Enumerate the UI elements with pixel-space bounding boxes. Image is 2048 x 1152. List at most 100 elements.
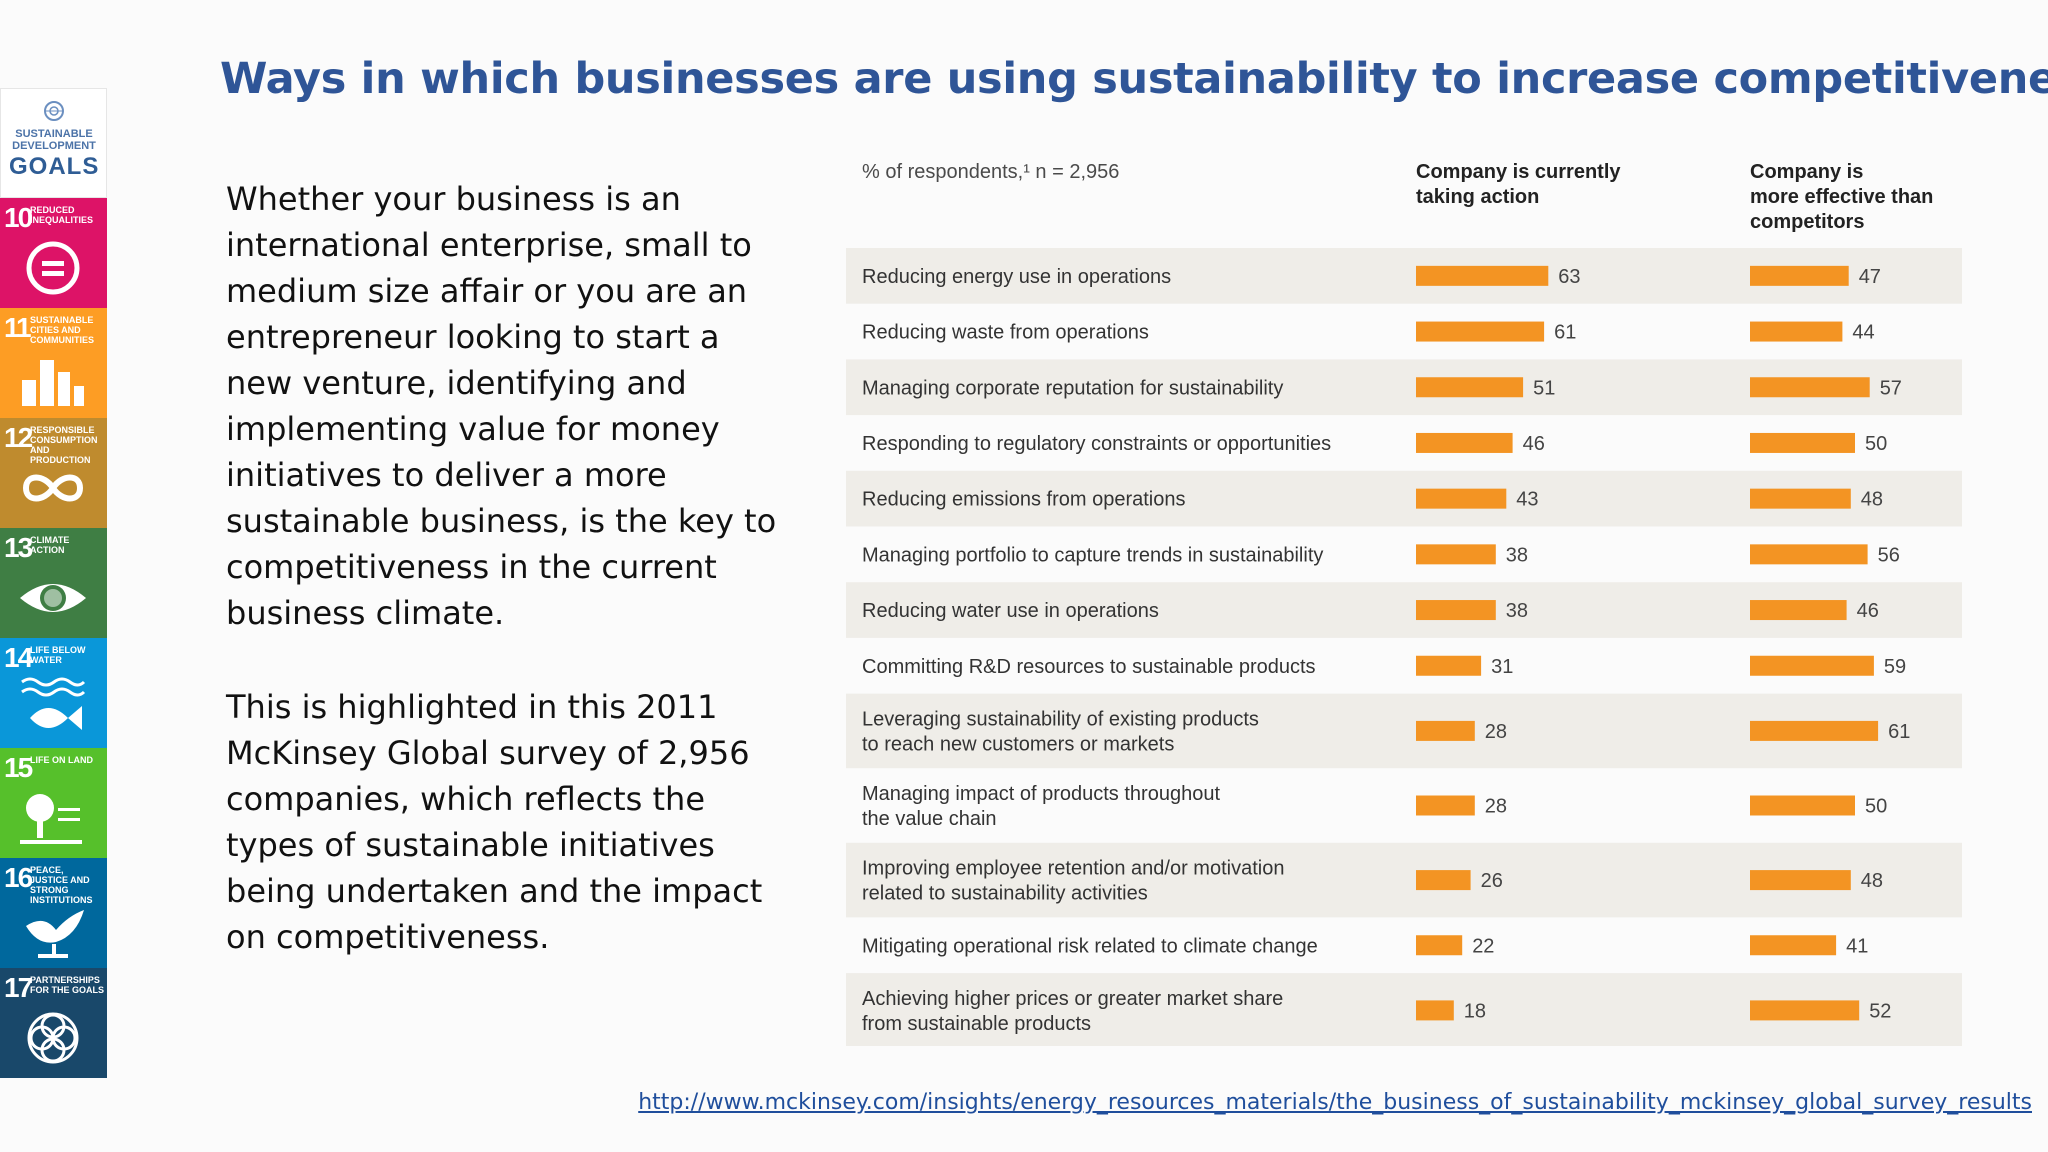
goal-number: 13 <box>4 532 33 563</box>
sdg-strip: SUSTAINABLE DEVELOPMENT GOALS 10 Reduced… <box>0 88 107 1078</box>
bar-value-label: 61 <box>1888 721 1910 743</box>
sdg-logo-line2: DEVELOPMENT <box>12 140 96 152</box>
bar-value-label: 22 <box>1472 935 1494 957</box>
chart-category-label: Managing impact of products throughout th… <box>862 783 1220 830</box>
equality-icon <box>26 241 80 295</box>
chart-header-left: % of respondents,¹ n = 2,956 <box>862 161 1119 183</box>
bar-value-label: 48 <box>1861 870 1883 892</box>
bar-value-label: 28 <box>1485 796 1507 818</box>
sdg-goal-12: 12 Responsible consumption and productio… <box>0 418 107 528</box>
chart-category-label: Reducing waste from operations <box>862 322 1149 344</box>
bar-taking-action <box>1416 544 1496 565</box>
bar-more-effective <box>1750 265 1849 286</box>
bar-value-label: 46 <box>1523 433 1545 455</box>
chart-category-label: Achieving higher prices or greater marke… <box>862 988 1283 1035</box>
chart-category-label: Reducing energy use in operations <box>862 266 1171 288</box>
sdg-goal-11: 11 Sustainable cities and communities <box>0 308 107 418</box>
bar-taking-action <box>1416 600 1496 621</box>
bar-value-label: 43 <box>1516 489 1538 511</box>
goal-number: 12 <box>4 422 33 453</box>
chart-category-label: Improving employee retention and/or moti… <box>862 858 1284 905</box>
chart-category-label: Responding to regulatory constraints or … <box>862 433 1331 455</box>
bar-more-effective <box>1750 544 1868 565</box>
goal-title: Sustainable cities and communities <box>30 315 94 345</box>
bar-value-label: 48 <box>1861 489 1883 511</box>
sdg-goal-17: 17 Partnerships for the goals <box>0 968 107 1078</box>
goal-title: Life on land <box>30 755 93 765</box>
chart-category-label: Reducing water use in operations <box>862 600 1159 622</box>
bar-more-effective <box>1750 1000 1860 1021</box>
tree-icon <box>20 794 82 844</box>
sdg-goal-10: 10 Reduced inequalities <box>0 198 107 308</box>
bar-value-label: 38 <box>1506 544 1528 566</box>
bar-more-effective <box>1750 795 1855 816</box>
intro-paragraph: Whether your business is an internationa… <box>226 180 777 632</box>
bar-value-label: 63 <box>1558 266 1580 288</box>
bar-value-label: 18 <box>1464 1000 1486 1022</box>
goal-title: Responsible consumption and production <box>30 425 98 465</box>
fish-icon <box>21 677 86 730</box>
bar-value-label: 41 <box>1846 935 1868 957</box>
bar-more-effective <box>1750 321 1843 342</box>
bar-value-label: 31 <box>1491 656 1513 678</box>
bar-value-label: 59 <box>1884 656 1906 678</box>
bar-taking-action <box>1416 321 1545 342</box>
infinity-icon <box>22 474 84 502</box>
bar-taking-action <box>1416 720 1475 741</box>
goal-title: Reduced inequalities <box>30 205 94 225</box>
bar-value-label: 44 <box>1852 322 1874 344</box>
bar-value-label: 38 <box>1506 600 1528 622</box>
goal-title: Climate action <box>30 535 70 555</box>
series-header-more-effective: Company is more effective than competitors <box>1750 161 1933 233</box>
goal-title: Peace, justice and strong institutions <box>30 865 93 905</box>
sdg-logo-line3: GOALS <box>9 153 100 180</box>
bar-value-label: 50 <box>1865 796 1887 818</box>
dove-icon <box>26 910 84 958</box>
bar-value-label: 26 <box>1481 870 1503 892</box>
source-link[interactable]: http://www.mckinsey.com/insights/energy_… <box>638 1090 2032 1115</box>
bar-taking-action <box>1416 655 1482 676</box>
chart-category-label: Managing corporate reputation for sustai… <box>862 377 1283 399</box>
chart-svg: % of respondents,¹ n = 2,956 Company is c… <box>846 161 1962 1048</box>
sdg-goal-14: 14 Life below water <box>0 638 107 748</box>
un-emblem-icon <box>44 101 64 121</box>
bar-taking-action <box>1416 488 1507 509</box>
sdg-goal-13: 13 Climate action <box>0 528 107 638</box>
bar-more-effective <box>1750 600 1847 621</box>
goal-number: 15 <box>4 752 33 783</box>
bar-more-effective <box>1750 720 1879 741</box>
bar-value-label: 50 <box>1865 433 1887 455</box>
bar-more-effective <box>1750 935 1837 956</box>
series-header-taking-action: Company is currently taking action <box>1416 161 1621 208</box>
page-title: Ways in which businesses are using susta… <box>220 54 2048 104</box>
chart-category-label: Managing portfolio to capture trends in … <box>862 544 1323 566</box>
bar-value-label: 51 <box>1533 377 1555 399</box>
goal-number: 14 <box>4 642 33 673</box>
bar-value-label: 47 <box>1859 266 1881 288</box>
goal-number: 11 <box>4 312 32 343</box>
flower-icon <box>27 1012 79 1064</box>
bar-more-effective <box>1750 432 1855 453</box>
bar-value-label: 28 <box>1485 721 1507 743</box>
goal-title: Partnerships for the goals <box>30 975 104 995</box>
bar-taking-action <box>1416 870 1471 891</box>
bar-more-effective <box>1750 488 1851 509</box>
bar-value-label: 46 <box>1857 600 1879 622</box>
bar-taking-action <box>1416 935 1463 956</box>
goal-number: 17 <box>4 972 33 1003</box>
survey-bar-chart: % of respondents,¹ n = 2,956 Company is c… <box>846 156 1962 1048</box>
city-icon <box>22 360 84 406</box>
sdg-logo-line1: SUSTAINABLE <box>15 128 93 140</box>
goal-number: 10 <box>4 202 33 233</box>
chart-category-label: Committing R&D resources to sustainable … <box>862 656 1316 678</box>
goal-title: Life below water <box>30 645 86 665</box>
chart-category-label: Reducing emissions from operations <box>862 489 1186 511</box>
chart-category-label: Mitigating operational risk related to c… <box>862 935 1318 957</box>
bar-more-effective <box>1750 655 1874 676</box>
goal-number: 16 <box>4 862 33 893</box>
bar-value-label: 52 <box>1869 1000 1891 1022</box>
bar-more-effective <box>1750 377 1870 398</box>
survey-paragraph: This is highlighted in this 2011 McKinse… <box>226 688 763 956</box>
sdg-logo: SUSTAINABLE DEVELOPMENT GOALS <box>0 88 107 198</box>
bar-taking-action <box>1416 1000 1454 1021</box>
